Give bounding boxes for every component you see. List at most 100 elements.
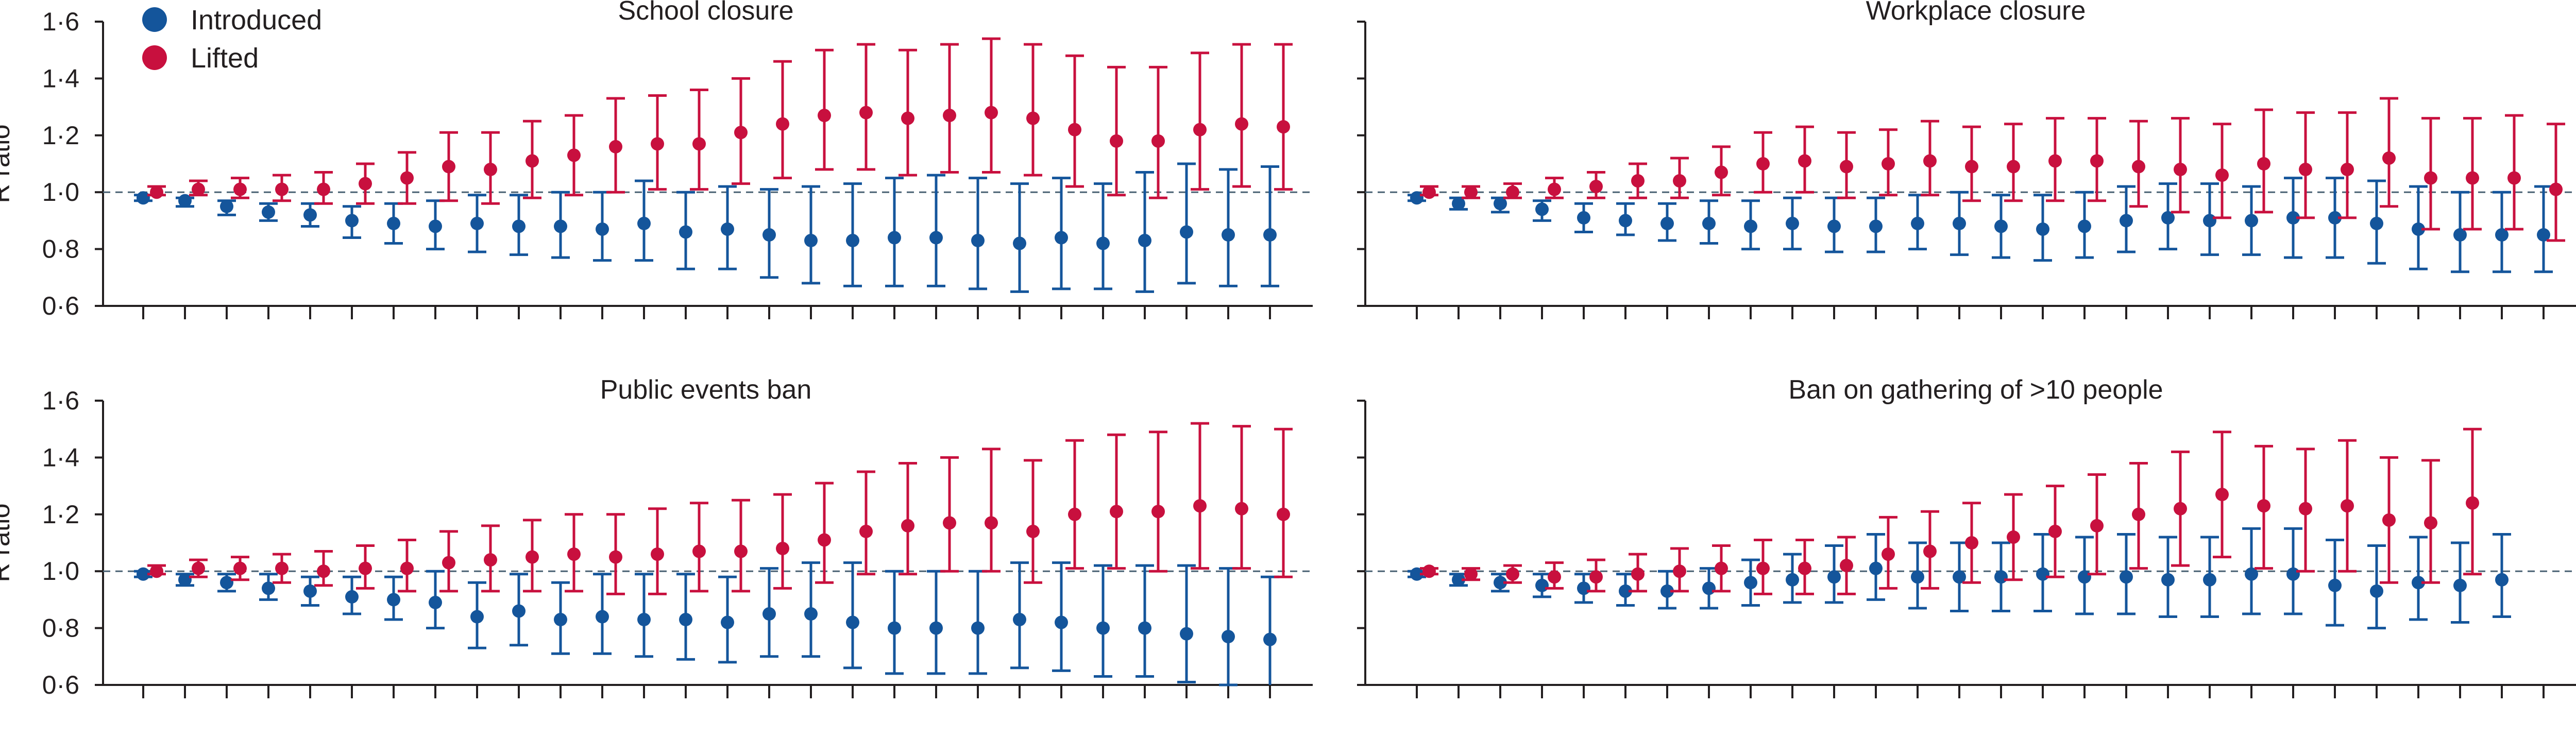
data-point [526,550,539,564]
data-point [220,576,233,590]
data-point [1013,613,1026,627]
data-point [1506,567,1519,581]
data-point [484,553,497,567]
data-point [2215,488,2229,502]
data-point [971,621,985,635]
data-point [2215,168,2229,182]
data-point [1715,561,1728,575]
series-lifted [147,422,1293,595]
data-point [596,222,609,236]
panel-4: Ban on gathering of >10 people [1357,375,2576,698]
data-point [1840,559,1853,573]
data-point [985,106,998,119]
data-point [1464,185,1478,199]
data-point [178,573,192,587]
data-point [137,567,150,581]
panel-title: Workplace closure [1866,0,2086,26]
data-point [1096,621,1110,635]
data-point [2007,160,2020,174]
data-point [2537,228,2550,242]
data-point [859,524,873,538]
data-point [721,615,734,629]
data-point [429,219,442,233]
y-tick-label: 0·8 [42,235,79,264]
data-point [567,547,581,561]
data-point [2078,219,2091,233]
data-point [554,613,567,627]
legend-lifted-marker [142,45,167,70]
data-point [637,216,651,230]
data-point [846,234,859,248]
legend-lifted-label: Lifted [191,43,259,74]
series-introduced [134,162,1279,293]
data-point [846,615,859,629]
data-point [429,595,442,609]
data-point [1744,219,1757,233]
data-point [1494,197,1507,211]
data-point [387,216,400,230]
data-point [2328,578,2342,592]
y-tick-label: 1·6 [42,386,79,415]
data-point [2203,214,2216,228]
data-point [637,613,651,627]
data-point [888,621,901,635]
data-point [1535,202,1549,216]
data-point [1494,576,1507,590]
data-point [2424,171,2437,185]
data-point [220,199,233,213]
data-point [2495,573,2509,587]
data-point [1452,197,1465,211]
data-point [1151,134,1165,148]
data-point [2299,163,2312,177]
data-point [1660,584,1674,598]
data-point [1235,502,1248,516]
data-point [1055,615,1068,629]
data-point [2424,516,2437,530]
data-point [1422,185,1436,199]
data-point [345,590,359,604]
data-point [2382,513,2396,527]
data-point [359,177,372,191]
data-point [1953,216,1966,230]
panel-title: Ban on gathering of >10 people [1788,375,2163,405]
data-point [1953,570,1966,584]
data-point [818,109,831,123]
data-point [1869,561,1883,575]
y-tick-label: 0·6 [42,291,79,320]
data-point [137,191,150,205]
legend: Introduced Lifted [142,5,322,74]
data-point [2203,573,2216,587]
data-point [233,561,247,575]
data-point [2370,216,2383,230]
data-point [1110,134,1123,148]
data-point [1548,570,1561,584]
data-point [1589,180,1603,194]
panel-2: Workplace closure [1357,0,2576,319]
data-point [2453,228,2467,242]
data-point [1589,570,1603,584]
data-point [859,106,873,119]
legend-introduced-label: Introduced [191,5,322,36]
data-point [1464,567,1478,581]
data-point [1506,185,1519,199]
data-point [734,126,748,140]
data-point [1715,165,1728,179]
series-introduced [1408,527,2511,630]
series-lifted [147,37,1293,205]
data-point [2090,154,2104,168]
data-point [1222,630,1235,644]
data-point [1026,111,1040,125]
data-point [651,137,664,151]
data-point [1619,214,1632,228]
data-point [2174,163,2187,177]
data-point [1068,123,1081,136]
data-point [2549,182,2563,196]
data-point [2036,567,2049,581]
data-point [2048,524,2062,538]
data-point [1827,570,1841,584]
data-point [1798,561,1811,575]
data-point [1673,564,1686,578]
data-point [526,154,539,168]
data-point [734,544,748,558]
data-point [1055,231,1068,245]
